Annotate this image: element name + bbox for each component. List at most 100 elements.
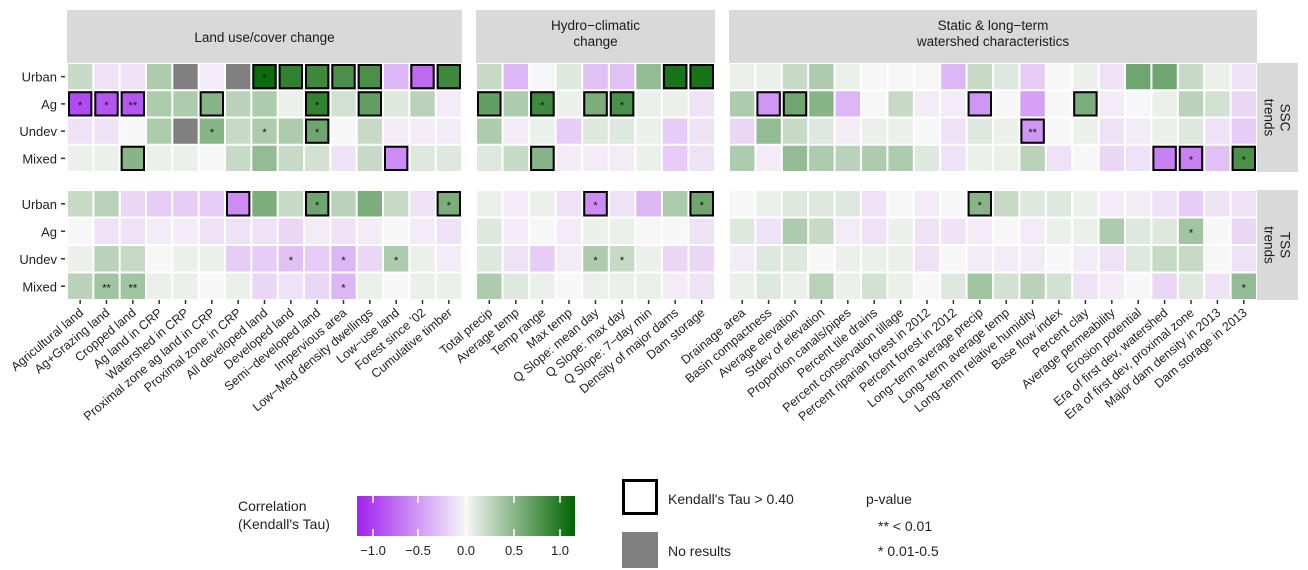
heatmap-cell — [1152, 246, 1177, 272]
heatmap-cell — [357, 218, 382, 244]
heatmap-chart: Land use/cover change Hydro−climatic chang… — [8, 10, 1298, 424]
heatmap-cell — [862, 191, 887, 217]
significant-cell-outline — [583, 191, 608, 217]
heatmap-cell — [756, 273, 781, 299]
heatmap-cell — [305, 191, 330, 217]
heatmap-cell — [1231, 191, 1256, 217]
heatmap-cell — [994, 118, 1019, 144]
heatmap-cell — [436, 91, 461, 117]
heatmap-cell — [1020, 145, 1045, 171]
heatmap-cell — [410, 246, 435, 272]
significant-cell-outline — [68, 91, 93, 117]
heatmap-cell — [730, 218, 755, 244]
heatmap-cell — [1099, 91, 1124, 117]
heatmap-cell — [120, 64, 145, 90]
heatmap-cell — [1205, 191, 1230, 217]
facet-column-label: Hydro−climatic change — [551, 18, 640, 49]
heatmap-cell — [609, 191, 635, 217]
heatmap-cell — [1046, 64, 1072, 90]
heatmap-cell — [689, 273, 714, 299]
heatmap-cell — [888, 218, 913, 244]
significant-cell-outline — [689, 64, 715, 90]
heatmap-cell — [1205, 273, 1230, 299]
heatmap-cell — [384, 191, 409, 217]
significant-cell-outline — [756, 91, 781, 117]
heatmap-cell — [583, 64, 608, 90]
heatmap-cell — [357, 91, 382, 117]
significant-cell-outline — [410, 64, 435, 90]
heatmap-cell — [410, 218, 435, 244]
heatmap-cell — [835, 118, 860, 144]
colorbar-title: Correlation (Kendall's Tau) — [238, 497, 330, 533]
heatmap-cell — [556, 118, 582, 144]
significance-stars: * — [1189, 227, 1194, 239]
heatmap-cell — [1152, 191, 1177, 217]
heatmap-cell — [967, 218, 992, 244]
heatmap-cell — [967, 64, 992, 90]
heatmap-cell — [556, 273, 582, 299]
heatmap-cell — [503, 191, 529, 217]
heatmap-cell — [436, 246, 461, 272]
heatmap-cell — [147, 191, 172, 217]
heatmap-cell — [477, 273, 502, 299]
significant-cell-outline — [305, 64, 330, 90]
significant-cell-outline — [662, 64, 688, 90]
significant-cell-outline — [384, 145, 409, 171]
heatmap-cell — [967, 273, 992, 299]
heatmap-cell — [967, 91, 992, 117]
heatmap-cell — [941, 273, 966, 299]
heatmap-cell — [503, 91, 529, 117]
significant-cell-outline — [305, 191, 330, 217]
y-tick-label: Ag — [41, 224, 57, 239]
heatmap-cell — [357, 145, 382, 171]
significant-cell-outline — [967, 191, 992, 217]
heatmap-cell — [173, 218, 198, 244]
significance-stars: ** — [1028, 127, 1037, 139]
heatmap-cell — [331, 246, 356, 272]
facet-column-label-line: watershed characteristics — [916, 34, 1070, 49]
heatmap-cell — [1046, 191, 1072, 217]
heatmap-cell — [1178, 118, 1204, 144]
heatmap-cell — [410, 64, 435, 90]
heatmap-cell — [503, 64, 529, 90]
heatmap-cell — [1178, 218, 1204, 244]
heatmap-cell — [357, 64, 382, 90]
heatmap-cell — [199, 91, 224, 117]
heatmap-cell — [862, 273, 887, 299]
heatmap-cell — [278, 246, 303, 272]
heatmap-cell — [147, 91, 172, 117]
heatmap-cell — [1126, 91, 1151, 117]
facet-column-label-line: Hydro−climatic — [551, 18, 640, 33]
heatmap-cell — [609, 91, 635, 117]
heatmap-cell — [809, 145, 834, 171]
heatmap-cell — [662, 118, 688, 144]
no-results-key-label: No results — [668, 543, 732, 559]
heatmap-cell — [1178, 64, 1204, 90]
heatmap-cell — [941, 118, 966, 144]
heatmap-cell — [173, 191, 198, 217]
heatmap-cell — [278, 64, 303, 90]
heatmap-cell — [173, 246, 198, 272]
heatmap-cell — [94, 145, 119, 171]
heatmap-cell — [94, 91, 119, 117]
panel-background — [729, 190, 1257, 300]
heatmap-cell — [477, 218, 502, 244]
panel-background — [729, 63, 1257, 172]
heatmap-cell — [503, 118, 529, 144]
heatmap-cell — [609, 218, 635, 244]
heatmap-cell — [477, 145, 502, 171]
significant-cell-outline — [199, 91, 225, 117]
heatmap-cell — [662, 218, 688, 244]
significance-stars: * — [394, 255, 399, 267]
heatmap-cell — [809, 64, 834, 90]
heatmap-cell — [835, 145, 860, 171]
heatmap-cell — [994, 145, 1019, 171]
heatmap-cell — [384, 118, 409, 144]
pvalue-legend-double-star: ** < 0.01 — [878, 518, 933, 534]
heatmap-cell — [1152, 91, 1177, 117]
heatmap-cell — [199, 64, 224, 90]
heatmap-cell — [583, 218, 608, 244]
heatmap-cell — [147, 273, 172, 299]
heatmap-cell — [888, 118, 913, 144]
heatmap-cell — [331, 64, 356, 90]
